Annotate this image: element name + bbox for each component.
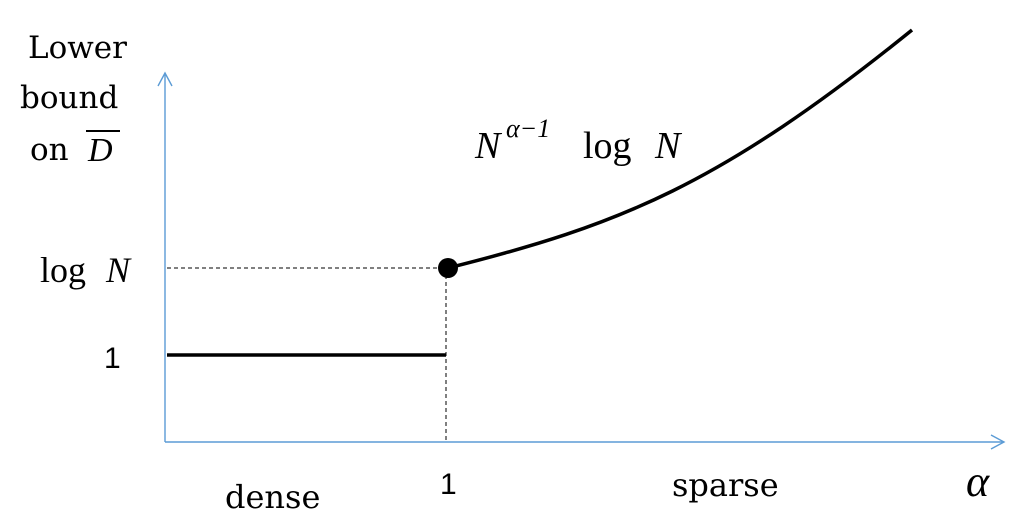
region-dense-label: dense	[225, 478, 320, 516]
y-axis-arrowhead	[157, 71, 173, 87]
x-axis-labels: 1 dense sparse α	[225, 457, 990, 516]
curves	[167, 28, 914, 357]
ylabel-line3-symbol: D	[87, 132, 113, 169]
y-tick-labels: log N 1	[40, 250, 132, 375]
sparse-curve	[447, 28, 914, 270]
ylabel-line3-prefix: on	[30, 132, 69, 168]
curve-label-exponent: α−1	[506, 114, 550, 143]
curve-label: N α−1 log N	[474, 114, 683, 167]
ylabel-line2: bound	[20, 80, 118, 116]
curve-label-base: N	[474, 125, 503, 167]
transition-point	[438, 258, 458, 278]
x-axis-arrowhead	[990, 434, 1006, 450]
y-axis-label: Lower bound on D	[20, 30, 127, 169]
region-sparse-label: sparse	[672, 466, 779, 504]
x-axis-label-alpha: α	[966, 457, 990, 506]
ytick-log-var: N	[105, 250, 132, 290]
xtick-one: 1	[440, 468, 457, 501]
curve-label-log: log	[583, 125, 632, 167]
curve-label-var: N	[654, 125, 683, 167]
axes	[157, 71, 1006, 450]
ylabel-line1: Lower	[28, 30, 127, 66]
ytick-one: 1	[104, 342, 121, 375]
ytick-log: log	[40, 250, 86, 290]
